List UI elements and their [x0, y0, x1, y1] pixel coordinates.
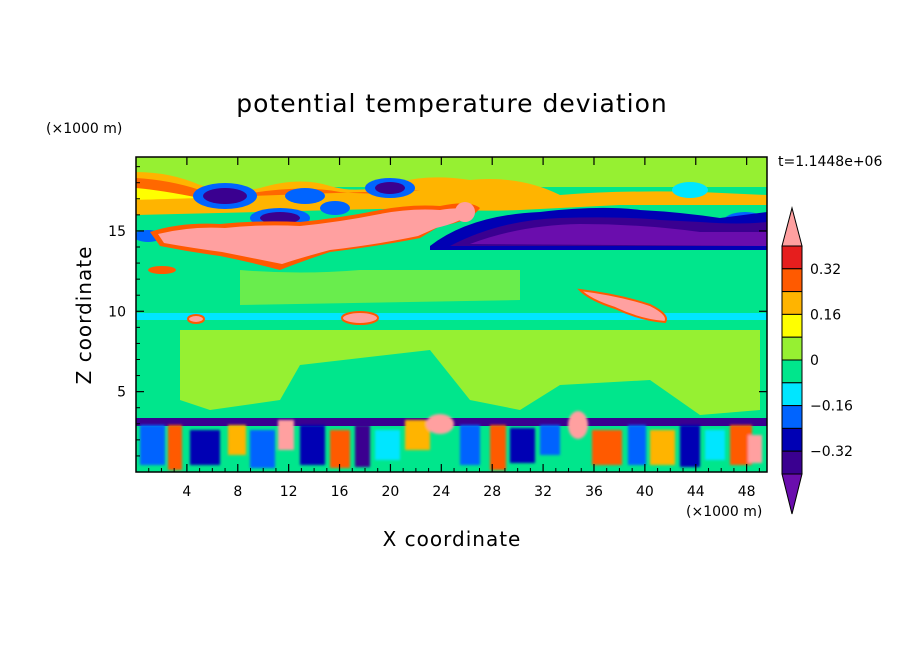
x-tick-label: 40 [636, 484, 654, 500]
x-tick-label: 16 [331, 484, 349, 500]
colorbar: 0.32 0.16 0 −0.16 −0.32 [781, 206, 853, 515]
colorbar-swatch [781, 405, 803, 429]
x-tick-label: 32 [534, 484, 552, 500]
cold-blob-3 [285, 188, 325, 204]
colorbar-label: 0 [810, 353, 819, 369]
warm-band-orange [136, 172, 767, 215]
cold-blob-1-core [203, 188, 247, 204]
y-axis: 5 10 15 [108, 166, 767, 457]
colorbar-top-triangle [781, 206, 803, 247]
colorbar-swatch [781, 450, 803, 475]
x-tick-label: 12 [280, 484, 298, 500]
cold-blob-4-core [260, 212, 300, 224]
lower-turbulence [140, 411, 762, 470]
x-tick-label: 44 [687, 484, 705, 500]
upper-green-region-right [560, 157, 767, 176]
x-tick-label: 36 [585, 484, 603, 500]
colorbar-swatch [781, 291, 803, 315]
x-axis: 4 8 12 16 20 24 28 32 36 40 44 48 [148, 157, 760, 500]
warm-blob-left [187, 314, 205, 324]
colorbar-label: −0.16 [810, 399, 853, 415]
cold-blob-6 [672, 182, 708, 198]
warm-streak-left [148, 266, 176, 274]
warm-plume-knob [455, 202, 475, 222]
plot-frame [135, 156, 768, 473]
x-axis-unit: (×1000 m) [686, 504, 762, 520]
colorbar-swatch [781, 382, 803, 407]
mid-green-region [180, 330, 760, 415]
y-tick-label: 5 [117, 385, 126, 401]
x-tick-label: 20 [382, 484, 400, 500]
colorbar-swatch [781, 359, 803, 384]
x-tick-label: 48 [738, 484, 756, 500]
chart-title: potential temperature deviation [236, 89, 667, 118]
colorbar-label: 0.16 [810, 307, 841, 323]
warm-band-yellow [136, 188, 200, 200]
warm-streak-right [577, 288, 667, 324]
time-label: t=1.1448e+06 [778, 154, 882, 170]
y-axis-unit: (×1000 m) [46, 121, 122, 137]
x-tick-label: 4 [182, 484, 191, 500]
x-tick-label: 24 [432, 484, 450, 500]
colorbar-swatch [781, 313, 803, 338]
y-tick-label: 15 [108, 224, 126, 240]
colorbar-swatch [781, 245, 803, 270]
y-tick-label: 10 [108, 304, 126, 320]
warm-plume [158, 208, 472, 264]
y-axis-title: Z coordinate [72, 246, 96, 385]
contour-field [136, 157, 767, 472]
mid-green-region-upper [240, 270, 520, 305]
cyan-band-z10 [136, 313, 767, 320]
colorbar-swatch [781, 336, 803, 361]
cold-region-right-core [470, 224, 767, 246]
warm-blob-mid [341, 311, 379, 325]
x-tick-label: 8 [233, 484, 242, 500]
colorbar-swatch [781, 427, 803, 452]
colorbar-swatch [781, 268, 803, 293]
cold-blob-2-core [375, 182, 405, 194]
cold-blob-5 [320, 201, 350, 215]
x-axis-title: X coordinate [383, 527, 522, 551]
colorbar-bottom-triangle [781, 473, 803, 515]
colorbar-label: 0.32 [810, 262, 841, 278]
x-tick-label: 28 [483, 484, 501, 500]
colorbar-label: −0.32 [810, 444, 853, 460]
